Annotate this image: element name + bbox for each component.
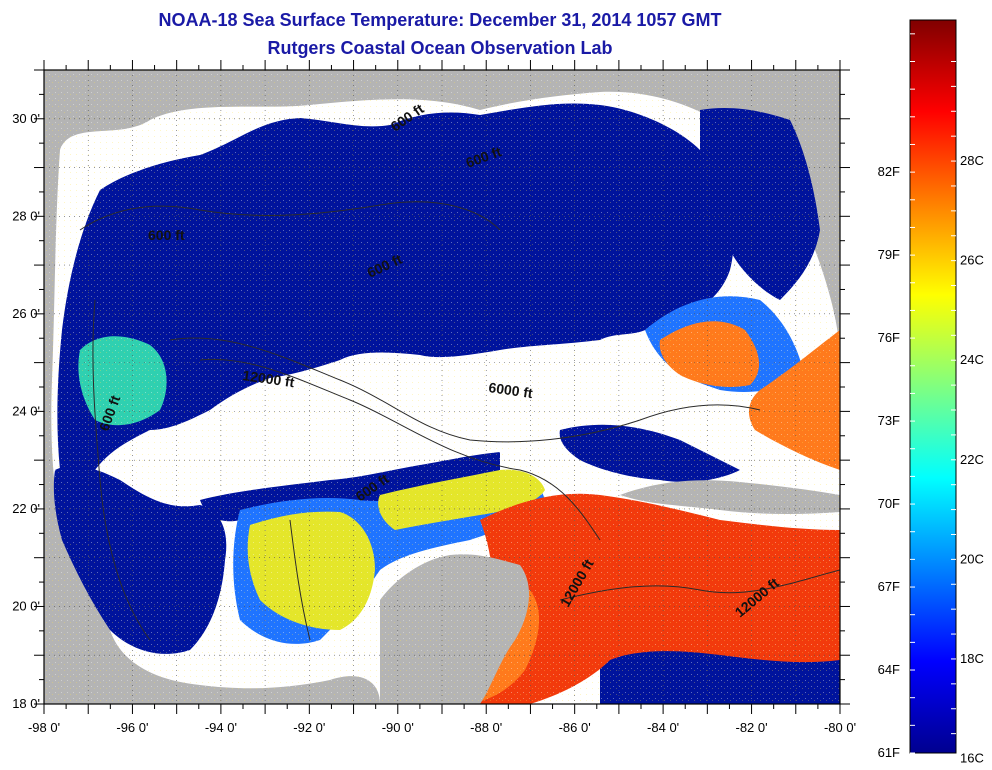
colorbar-celsius-labels: 28C 26C 24C 22C 20C 18C 16C [960, 153, 984, 765]
contour-12000ft-caribbean [559, 569, 840, 601]
lat-tick-label: 30 0' [12, 111, 40, 126]
lat-tick-label: 24 0' [12, 403, 40, 418]
colorbar-celsius-label: 18C [960, 651, 984, 666]
colorbar-fahrenheit-label: 67F [878, 579, 900, 594]
contour-label: 12000 ft [242, 367, 296, 390]
lat-tick-label: 20 0' [12, 598, 40, 613]
graticule [44, 70, 840, 704]
colorbar-fahrenheit-label: 79F [878, 247, 900, 262]
contour-600ft-west [92, 299, 151, 641]
colorbar-ticks [910, 33, 956, 754]
colorbar-celsius-label: 22C [960, 452, 984, 467]
colorbar-fahrenheit-label: 82F [878, 164, 900, 179]
lon-tick-label: -88 0' [470, 720, 502, 735]
lon-tick-label: -94 0' [205, 720, 237, 735]
contour-label: 6000 ft [488, 379, 534, 401]
lon-tick-label: -80 0' [824, 720, 856, 735]
contour-600ft-north [79, 201, 501, 231]
colorbar-fahrenheit-label: 76F [878, 330, 900, 345]
colorbar-scale [909, 19, 957, 754]
lat-tick-label: 26 0' [12, 306, 40, 321]
lat-tick-label: 28 0' [12, 208, 40, 223]
bathymetry-contours [79, 201, 840, 641]
contour-label: 600 ft [148, 227, 185, 243]
colorbar-fahrenheit-label: 61F [878, 745, 900, 760]
lon-tick-label: -82 0' [735, 720, 767, 735]
contour-12000ft-west [199, 358, 601, 541]
contour-6000ft [169, 337, 761, 443]
map-subtitle: Rutgers Coastal Ocean Observation Lab [267, 38, 613, 58]
lon-tick-label: -86 0' [559, 720, 591, 735]
contour-campeche [289, 519, 311, 641]
colorbar: 82F 79F 76F 73F 70F 67F 64F 61F 28C 26C 24C 22C 20C… [878, 19, 984, 766]
lat-tick-label: 18 0' [12, 696, 40, 711]
lon-tick-label: -92 0' [293, 720, 325, 735]
lat-tick-label: 22 0' [12, 501, 40, 516]
map-area: 600 ft 600 ft 600 ft 600 ft 12000 ft 600… [44, 70, 840, 704]
colorbar-celsius-label: 26C [960, 253, 984, 268]
colorbar-celsius-label: 24C [960, 352, 984, 367]
colorbar-celsius-label: 16C [960, 751, 984, 766]
colorbar-celsius-label: 20C [960, 551, 984, 566]
lon-tick-label: -96 0' [116, 720, 148, 735]
colorbar-fahrenheit-label: 70F [878, 496, 900, 511]
lon-tick-label: -98 0' [28, 720, 60, 735]
colorbar-fahrenheit-label: 73F [878, 413, 900, 428]
colorbar-fahrenheit-label: 64F [878, 662, 900, 677]
lon-tick-label: -84 0' [647, 720, 679, 735]
map-title: NOAA-18 Sea Surface Temperature: Decembe… [158, 10, 722, 30]
lon-tick-label: -90 0' [382, 720, 414, 735]
map-axes: -98 0' -96 0' -94 0' -92 0' -90 0' -88 0' -86 … [12, 60, 856, 735]
colorbar-celsius-label: 28C [960, 153, 984, 168]
colorbar-fahrenheit-labels: 82F 79F 76F 73F 70F 67F 64F 61F [878, 164, 900, 760]
